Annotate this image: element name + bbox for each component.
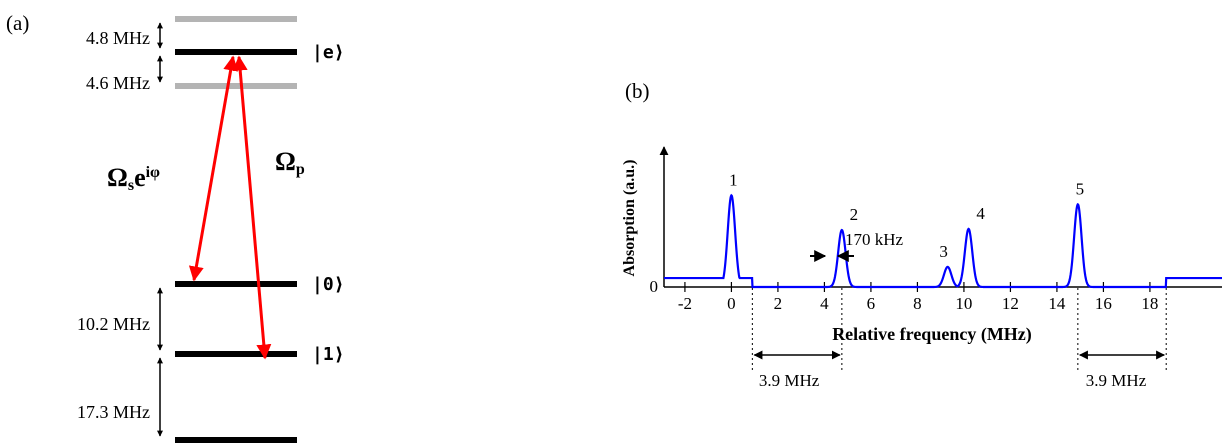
upper-splitting-label: 4.8 MHz bbox=[86, 28, 150, 48]
x-tick-label: 14 bbox=[1048, 294, 1066, 313]
peak-label-1: 1 bbox=[729, 170, 738, 189]
probe-coupling-label: Ωp bbox=[275, 147, 305, 178]
x-tick-label: 10 bbox=[955, 294, 972, 313]
excited-state-label: |e⟩ bbox=[312, 42, 345, 63]
state-zero-label: |0⟩ bbox=[312, 274, 345, 295]
ground-1b-splitting-label: 17.3 MHz bbox=[77, 402, 150, 422]
ground-01-splitting-label: 10.2 MHz bbox=[77, 314, 150, 334]
y-axis-label: Absorption (a.u.) bbox=[621, 160, 638, 277]
x-tick-label: -2 bbox=[678, 294, 692, 313]
panel-a-energy-diagram: (a) |e⟩ |0⟩ |1⟩ 4.8 MHz 4.6 MHz 10.2 MHz… bbox=[6, 11, 345, 443]
lower-splitting-label: 4.6 MHz bbox=[86, 73, 150, 93]
x-tick-label: 6 bbox=[867, 294, 876, 313]
peak-label-2: 2 bbox=[850, 205, 859, 224]
x-tick-label: 0 bbox=[727, 294, 736, 313]
signal-phase: iφ bbox=[146, 164, 160, 181]
x-tick-label: 4 bbox=[820, 294, 829, 313]
signal-exp-base: e bbox=[134, 163, 146, 192]
signal-coupling-label: Ωseiφ bbox=[107, 163, 160, 194]
x-axis-label: Relative frequency (MHz) bbox=[832, 324, 1032, 345]
peak-label-5: 5 bbox=[1076, 179, 1085, 198]
panel-b-label: (b) bbox=[625, 79, 650, 103]
y-tick-label: 0 bbox=[650, 277, 659, 296]
panel-a-label: (a) bbox=[6, 11, 29, 35]
x-tick-label: 2 bbox=[774, 294, 783, 313]
left-gap-label: 3.9 MHz bbox=[759, 371, 820, 390]
signal-subscript: s bbox=[128, 177, 134, 194]
x-tick-label: 8 bbox=[913, 294, 922, 313]
state-one-label: |1⟩ bbox=[312, 344, 345, 365]
signal-omega: Ω bbox=[107, 163, 128, 192]
linewidth-label: 170 kHz bbox=[845, 230, 904, 249]
x-tick-label: 16 bbox=[1095, 294, 1112, 313]
absorption-trace bbox=[664, 193, 1222, 289]
chart-trace: 1 2 3 4 5 bbox=[664, 170, 1222, 289]
chart-annotations: 170 kHz 3.9 MHz 3.9 MHz bbox=[751, 230, 1167, 390]
probe-omega: Ω bbox=[275, 147, 296, 176]
x-tick-label: 18 bbox=[1141, 294, 1158, 313]
peak-label-4: 4 bbox=[976, 204, 985, 223]
signal-transition-arrow bbox=[188, 55, 239, 282]
right-gap-label: 3.9 MHz bbox=[1086, 371, 1147, 390]
x-tick-label: 12 bbox=[1002, 294, 1019, 313]
probe-subscript: p bbox=[296, 161, 305, 178]
probe-transition-arrow bbox=[232, 55, 272, 360]
peak-label-3: 3 bbox=[939, 242, 948, 261]
